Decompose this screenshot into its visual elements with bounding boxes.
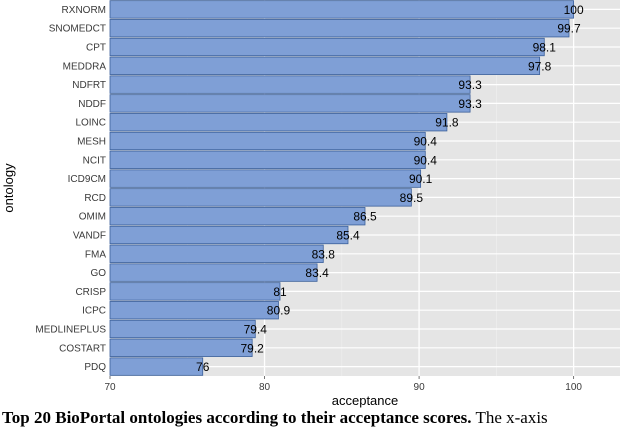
bar-pdq <box>109 357 204 376</box>
value-label: 86.5 <box>353 210 377 224</box>
value-label: 100 <box>564 3 584 17</box>
bars <box>109 0 575 376</box>
y-tick-label: VANDF <box>73 231 106 242</box>
value-label: 98.1 <box>533 41 557 55</box>
bar-medlineplus <box>109 319 256 339</box>
value-label: 91.8 <box>435 116 459 130</box>
caption-bold: Top 20 BioPortal ontologies according to… <box>2 408 472 427</box>
value-label: 90.4 <box>414 153 438 167</box>
x-tick-label: 80 <box>259 382 271 393</box>
value-label: 80.9 <box>267 304 291 318</box>
value-label: 79.4 <box>244 323 268 337</box>
bar-omim <box>109 207 366 226</box>
y-tick-label: RXNORM <box>62 5 106 16</box>
x-tick-label: 100 <box>565 382 582 393</box>
y-tick-label: ICD9CM <box>68 174 106 185</box>
plot-panel <box>110 0 620 376</box>
bar-fma <box>109 244 324 263</box>
y-tick-label: CRISP <box>75 287 106 298</box>
y-tick-label: PDQ <box>84 362 106 373</box>
y-tick-label: FMA <box>85 249 106 260</box>
value-label: 90.1 <box>409 172 433 186</box>
x-tick-labels: 70 80 90 100 <box>104 376 582 393</box>
bar-snomedct <box>109 19 570 38</box>
y-axis-title: ontology <box>1 163 16 213</box>
bar-go <box>109 263 318 282</box>
y-tick-labels: RXNORM SNOMEDCT CPT MEDDRA NDFRT NDDF LOINC MES… <box>35 5 106 373</box>
value-label: 83.4 <box>305 266 329 280</box>
value-label: 99.7 <box>557 22 581 36</box>
bar-nddf <box>109 94 471 113</box>
x-tick-label: 70 <box>104 382 116 393</box>
value-label: 79.2 <box>241 341 265 355</box>
value-label: 97.8 <box>528 59 552 73</box>
x-axis-title: acceptance <box>332 393 399 408</box>
y-tick-label: SNOMEDCT <box>49 24 106 35</box>
y-tick-label: RCD <box>84 193 106 204</box>
bar-cpt <box>109 37 545 57</box>
value-label: 93.3 <box>458 78 482 92</box>
bar-vandf <box>109 225 349 245</box>
y-tick-label: COSTART <box>59 343 106 354</box>
value-labels: 100 99.798.1 97.8 93.3 93.3 91.8 90.4 90.4 90.1 8… <box>196 3 584 374</box>
y-tick-label: MEDLINEPLUS <box>35 325 106 336</box>
figure-caption: Top 20 BioPortal ontologies according to… <box>2 408 638 428</box>
y-tick-label: OMIM <box>79 212 106 223</box>
bar-chart: RXNORM SNOMEDCT CPT MEDDRA NDFRT NDDF LOINC MES… <box>1 0 620 408</box>
bar-rxnorm <box>109 0 575 19</box>
bar-icd9cm <box>109 169 422 188</box>
bar-ndfrt <box>109 75 471 94</box>
value-label: 85.4 <box>336 229 360 243</box>
y-tick-label: NDDF <box>78 99 106 110</box>
bar-meddra <box>109 56 541 75</box>
y-tick-label: NCIT <box>83 155 106 166</box>
value-label: 81 <box>273 285 287 299</box>
bar-mesh <box>109 131 426 151</box>
y-tick-label: MESH <box>77 137 106 148</box>
value-label: 76 <box>196 360 210 374</box>
bar-icpc <box>109 301 279 320</box>
bar-rcd <box>109 188 412 207</box>
x-tick-label: 90 <box>414 382 426 393</box>
bar-ncit <box>109 150 426 169</box>
value-label: 90.4 <box>414 135 438 149</box>
value-label: 89.5 <box>400 191 424 205</box>
y-tick-label: NDFRT <box>72 80 106 91</box>
bar-costart <box>109 338 253 357</box>
caption-rest: The x-axis <box>471 408 548 427</box>
value-label: 93.3 <box>458 97 482 111</box>
y-tick-label: LOINC <box>75 118 106 129</box>
y-tick-label: MEDDRA <box>63 61 107 72</box>
bar-loinc <box>109 113 448 132</box>
y-tick-label: GO <box>90 268 106 279</box>
value-label: 83.8 <box>312 247 336 261</box>
bar-crisp <box>109 282 281 301</box>
y-tick-label: CPT <box>86 43 106 54</box>
y-tick-label: ICPC <box>82 306 106 317</box>
